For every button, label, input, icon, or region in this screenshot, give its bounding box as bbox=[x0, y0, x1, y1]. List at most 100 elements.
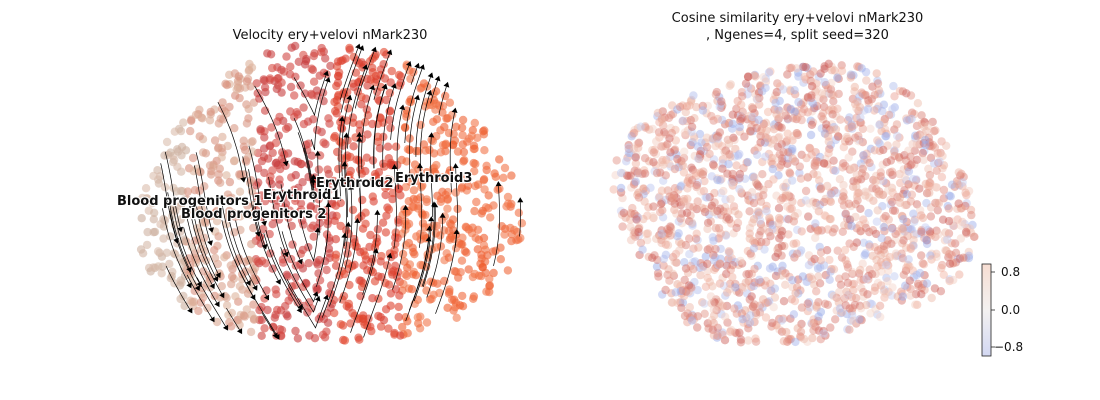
cell-point bbox=[737, 309, 746, 318]
cell-point bbox=[673, 105, 682, 114]
cell-point bbox=[748, 172, 757, 182]
cell-point bbox=[856, 118, 865, 127]
cell-point bbox=[633, 168, 642, 178]
cell-point bbox=[717, 115, 727, 125]
cell-point bbox=[689, 244, 698, 253]
cell-point bbox=[768, 262, 777, 271]
cell-point bbox=[724, 118, 733, 128]
cell-point bbox=[616, 183, 626, 193]
cell-point bbox=[745, 229, 754, 238]
cell-point bbox=[657, 229, 667, 238]
cell-point bbox=[652, 262, 662, 271]
cell-point bbox=[665, 226, 674, 235]
cell-point bbox=[682, 286, 691, 295]
streamline-arrowhead bbox=[324, 76, 331, 83]
cell-point bbox=[841, 256, 850, 265]
cell-point bbox=[690, 277, 699, 287]
cell-point bbox=[785, 204, 795, 214]
streamline bbox=[317, 155, 321, 236]
cell-point bbox=[750, 264, 759, 274]
cell-point bbox=[779, 182, 788, 192]
cell-point bbox=[900, 151, 909, 160]
cell-point bbox=[910, 181, 919, 190]
cell-point bbox=[665, 159, 674, 168]
cell-point bbox=[725, 118, 734, 128]
cell-point bbox=[726, 327, 735, 336]
cell-point bbox=[709, 250, 718, 260]
cell-point bbox=[850, 163, 859, 172]
cell-point bbox=[713, 261, 722, 270]
cell-point bbox=[634, 193, 644, 202]
cell-point bbox=[731, 258, 740, 267]
cell-point bbox=[924, 182, 933, 191]
cell-point bbox=[702, 153, 712, 162]
cell-point bbox=[395, 81, 404, 90]
cell-point bbox=[768, 122, 778, 131]
cell-point bbox=[843, 134, 852, 143]
cell-point bbox=[804, 212, 813, 221]
cell-point bbox=[925, 227, 935, 236]
cell-point bbox=[617, 210, 627, 219]
cell-point bbox=[793, 324, 802, 333]
cell-point bbox=[732, 287, 741, 296]
cell-point bbox=[879, 177, 888, 186]
cell-point bbox=[653, 112, 662, 121]
cell-point bbox=[845, 215, 855, 224]
cell-point bbox=[326, 61, 335, 71]
cell-point bbox=[882, 131, 891, 141]
cell-point bbox=[925, 178, 934, 187]
cell-point bbox=[917, 225, 926, 235]
cell-point bbox=[910, 217, 919, 226]
cell-point bbox=[317, 48, 326, 57]
cell-point bbox=[876, 89, 885, 98]
cell-point bbox=[693, 142, 702, 151]
streamline-arrowhead bbox=[354, 217, 361, 223]
cell-point bbox=[812, 301, 821, 310]
cell-point bbox=[902, 89, 911, 98]
cell-point bbox=[687, 316, 697, 325]
cell-point bbox=[747, 115, 756, 124]
cell-point bbox=[167, 272, 176, 281]
cell-point bbox=[717, 97, 726, 106]
streamline bbox=[493, 186, 500, 266]
cell-point bbox=[829, 265, 839, 274]
cell-point bbox=[657, 226, 666, 235]
cell-point bbox=[867, 162, 876, 172]
cell-point bbox=[394, 312, 403, 322]
cell-point bbox=[734, 175, 743, 184]
cell-point bbox=[920, 271, 929, 280]
streamline-arrowhead bbox=[355, 43, 361, 50]
cell-point bbox=[170, 127, 179, 136]
cell-point bbox=[403, 145, 413, 154]
cell-point bbox=[809, 326, 818, 335]
cell-point bbox=[703, 319, 712, 328]
cell-point bbox=[803, 108, 812, 117]
cell-point bbox=[721, 260, 730, 269]
cell-point bbox=[668, 101, 677, 110]
cell-point bbox=[634, 188, 644, 198]
cell-point bbox=[847, 221, 856, 231]
cell-point bbox=[716, 99, 725, 108]
cell-point bbox=[827, 66, 836, 75]
cell-point bbox=[874, 102, 883, 111]
cell-point bbox=[319, 138, 328, 147]
cell-point bbox=[502, 202, 511, 211]
cell-point bbox=[612, 156, 621, 165]
cell-point bbox=[761, 298, 770, 308]
cell-point bbox=[635, 223, 644, 232]
cell-point bbox=[710, 198, 719, 207]
cell-point bbox=[746, 84, 756, 93]
streamline-arrowhead bbox=[196, 281, 202, 288]
cell-point bbox=[623, 153, 632, 162]
streamline-arrowhead bbox=[345, 221, 352, 227]
streamline-arrowhead bbox=[186, 266, 192, 273]
cell-point bbox=[887, 239, 896, 248]
cell-point bbox=[877, 267, 886, 276]
cell-point bbox=[458, 140, 467, 149]
cell-point bbox=[830, 224, 839, 233]
cell-point bbox=[726, 255, 735, 265]
cell-point bbox=[728, 169, 737, 179]
cell-point bbox=[670, 145, 680, 154]
cell-point bbox=[934, 199, 944, 208]
cell-point bbox=[381, 228, 391, 237]
